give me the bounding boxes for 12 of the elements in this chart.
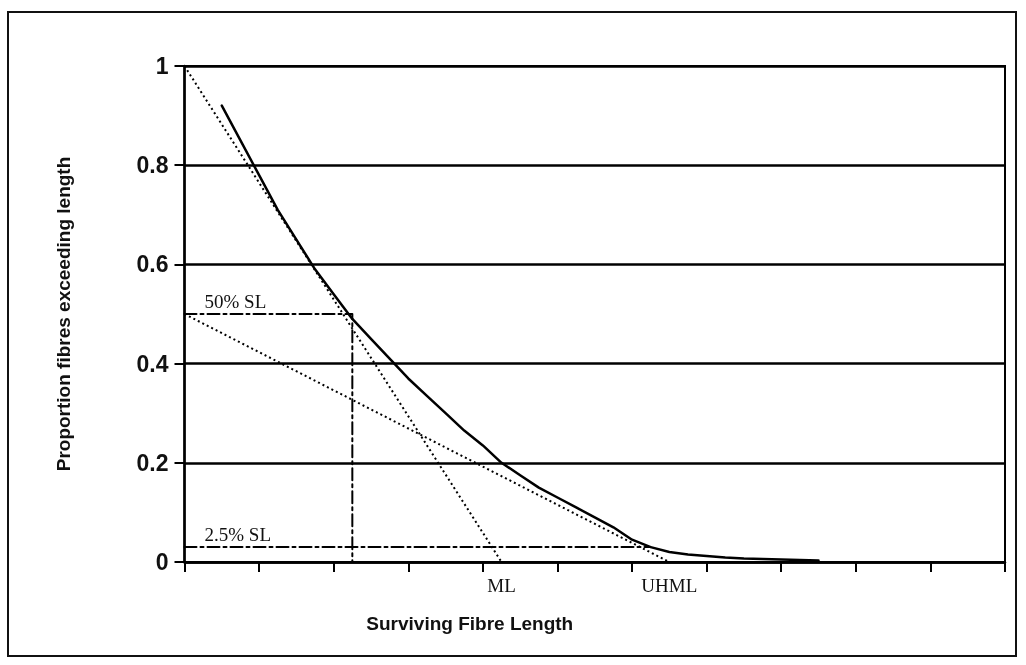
y-tick-label: 1 [155,53,169,79]
y-tick-label: 0.2 [136,449,169,476]
x-tick-label: ML [487,575,516,596]
y-tick-label: 0.4 [136,350,169,377]
y-tick-label: 0.8 [136,152,169,179]
y-axis-title: Proportion fibres exceeding length [52,156,74,472]
y-tick-label: 0.6 [136,251,169,278]
x-axis-title: Surviving Fibre Length [366,613,574,634]
annotation: 2.5% SL [204,524,271,546]
x-tick-label: UHML [641,575,698,596]
y-tick-label: 0 [155,549,169,575]
annotation: 50% SL [204,291,267,312]
